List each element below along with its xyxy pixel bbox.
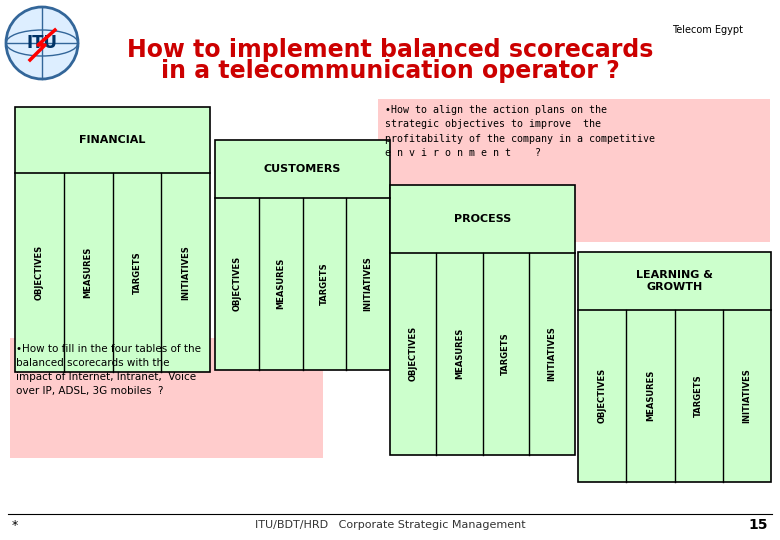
Text: OBJECTIVES: OBJECTIVES [35, 245, 44, 300]
Bar [215, 140, 390, 370]
Text: INITIATIVES: INITIATIVES [181, 245, 190, 300]
Bar [378, 99, 770, 242]
Text: ITU/BDT/HRD   Corporate Strategic Management: ITU/BDT/HRD Corporate Strategic Manageme… [255, 520, 525, 530]
Text: ITU: ITU [27, 34, 58, 52]
Text: •How to fill in the four tables of the
balanced scorecards with the
impact of In: •How to fill in the four tables of the b… [16, 344, 201, 396]
Text: How to implement balanced scorecards: How to implement balanced scorecards [127, 38, 653, 62]
Text: MEASURES: MEASURES [455, 328, 464, 380]
Text: OBJECTIVES: OBJECTIVES [232, 256, 241, 312]
Text: TARGETS: TARGETS [501, 333, 510, 375]
Text: •How to align the action plans on the
strategic objectives to improve  the
profi: •How to align the action plans on the st… [385, 105, 655, 158]
Text: 15: 15 [749, 518, 768, 532]
Circle shape [6, 7, 78, 79]
Text: TARGETS: TARGETS [133, 251, 141, 294]
Text: in a telecommunication operator ?: in a telecommunication operator ? [161, 59, 619, 83]
Text: TARGETS: TARGETS [694, 374, 703, 417]
Text: LEARNING &
GROWTH: LEARNING & GROWTH [636, 270, 713, 292]
Bar [578, 252, 771, 482]
Text: FINANCIAL: FINANCIAL [80, 135, 146, 145]
Text: TARGETS: TARGETS [320, 262, 329, 305]
Bar [15, 107, 210, 372]
Text: *: * [12, 518, 18, 531]
Text: INITIATIVES: INITIATIVES [743, 368, 751, 423]
Text: CUSTOMERS: CUSTOMERS [264, 164, 341, 174]
Text: Telecom Egypt: Telecom Egypt [672, 25, 743, 35]
Bar [390, 185, 575, 455]
Bar [10, 338, 323, 458]
Text: OBJECTIVES: OBJECTIVES [597, 368, 607, 423]
Text: INITIATIVES: INITIATIVES [363, 256, 373, 311]
Text: PROCESS: PROCESS [454, 214, 511, 224]
Text: INITIATIVES: INITIATIVES [548, 326, 556, 381]
Text: MEASURES: MEASURES [646, 370, 655, 421]
Text: MEASURES: MEASURES [276, 258, 285, 309]
Text: OBJECTIVES: OBJECTIVES [409, 326, 417, 381]
Text: MEASURES: MEASURES [83, 247, 93, 298]
